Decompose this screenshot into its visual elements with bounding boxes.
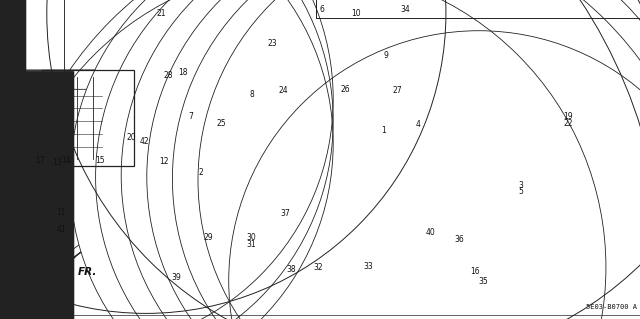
Text: 29: 29 (204, 233, 213, 242)
Text: 31: 31 (246, 240, 256, 249)
Text: 16: 16 (470, 267, 480, 276)
Text: 7: 7 (189, 112, 194, 121)
Text: 1: 1 (381, 126, 385, 135)
Text: 38: 38 (287, 265, 296, 274)
Text: 21: 21 (157, 9, 166, 18)
FancyArrow shape (0, 0, 74, 319)
Text: 11: 11 (56, 208, 66, 217)
Circle shape (95, 0, 596, 319)
Text: 19: 19 (563, 112, 573, 121)
Text: 17: 17 (35, 156, 45, 165)
Text: 35: 35 (479, 277, 488, 286)
Text: 42: 42 (140, 137, 149, 146)
Circle shape (147, 0, 640, 319)
Circle shape (172, 0, 640, 319)
Text: 10: 10 (351, 9, 360, 18)
Text: 20: 20 (126, 133, 136, 142)
Text: 36: 36 (454, 235, 464, 244)
Text: 26: 26 (340, 85, 350, 94)
Text: 22: 22 (563, 119, 573, 128)
Text: 8: 8 (250, 90, 254, 99)
Text: 24: 24 (278, 86, 288, 95)
Circle shape (198, 0, 640, 319)
Text: 28: 28 (163, 71, 173, 80)
Text: 41: 41 (56, 225, 66, 234)
Circle shape (70, 0, 570, 319)
Text: 2: 2 (198, 168, 203, 177)
Text: 25: 25 (216, 119, 226, 128)
Text: 3: 3 (518, 181, 524, 189)
Text: 39: 39 (172, 273, 181, 282)
Text: 15: 15 (95, 156, 104, 165)
Text: 13: 13 (52, 158, 62, 167)
Bar (42, 70, 134, 166)
Text: 5E03-B0700 A: 5E03-B0700 A (586, 304, 637, 310)
Text: FR.: FR. (78, 267, 97, 277)
Text: 5: 5 (518, 187, 524, 196)
Text: 34: 34 (400, 5, 410, 14)
Text: 40: 40 (426, 228, 435, 237)
Text: 4: 4 (416, 120, 421, 129)
Text: 23: 23 (268, 39, 277, 48)
Circle shape (121, 0, 621, 319)
Text: 14: 14 (61, 156, 70, 165)
Text: 37: 37 (280, 209, 290, 218)
Text: 33: 33 (364, 262, 373, 271)
Text: 32: 32 (314, 263, 323, 272)
Text: 18: 18 (178, 68, 188, 77)
Text: 12: 12 (159, 157, 168, 166)
Text: 27: 27 (392, 86, 402, 95)
Text: 30: 30 (246, 233, 256, 242)
Text: 9: 9 (384, 51, 389, 60)
Text: 6: 6 (320, 5, 325, 14)
